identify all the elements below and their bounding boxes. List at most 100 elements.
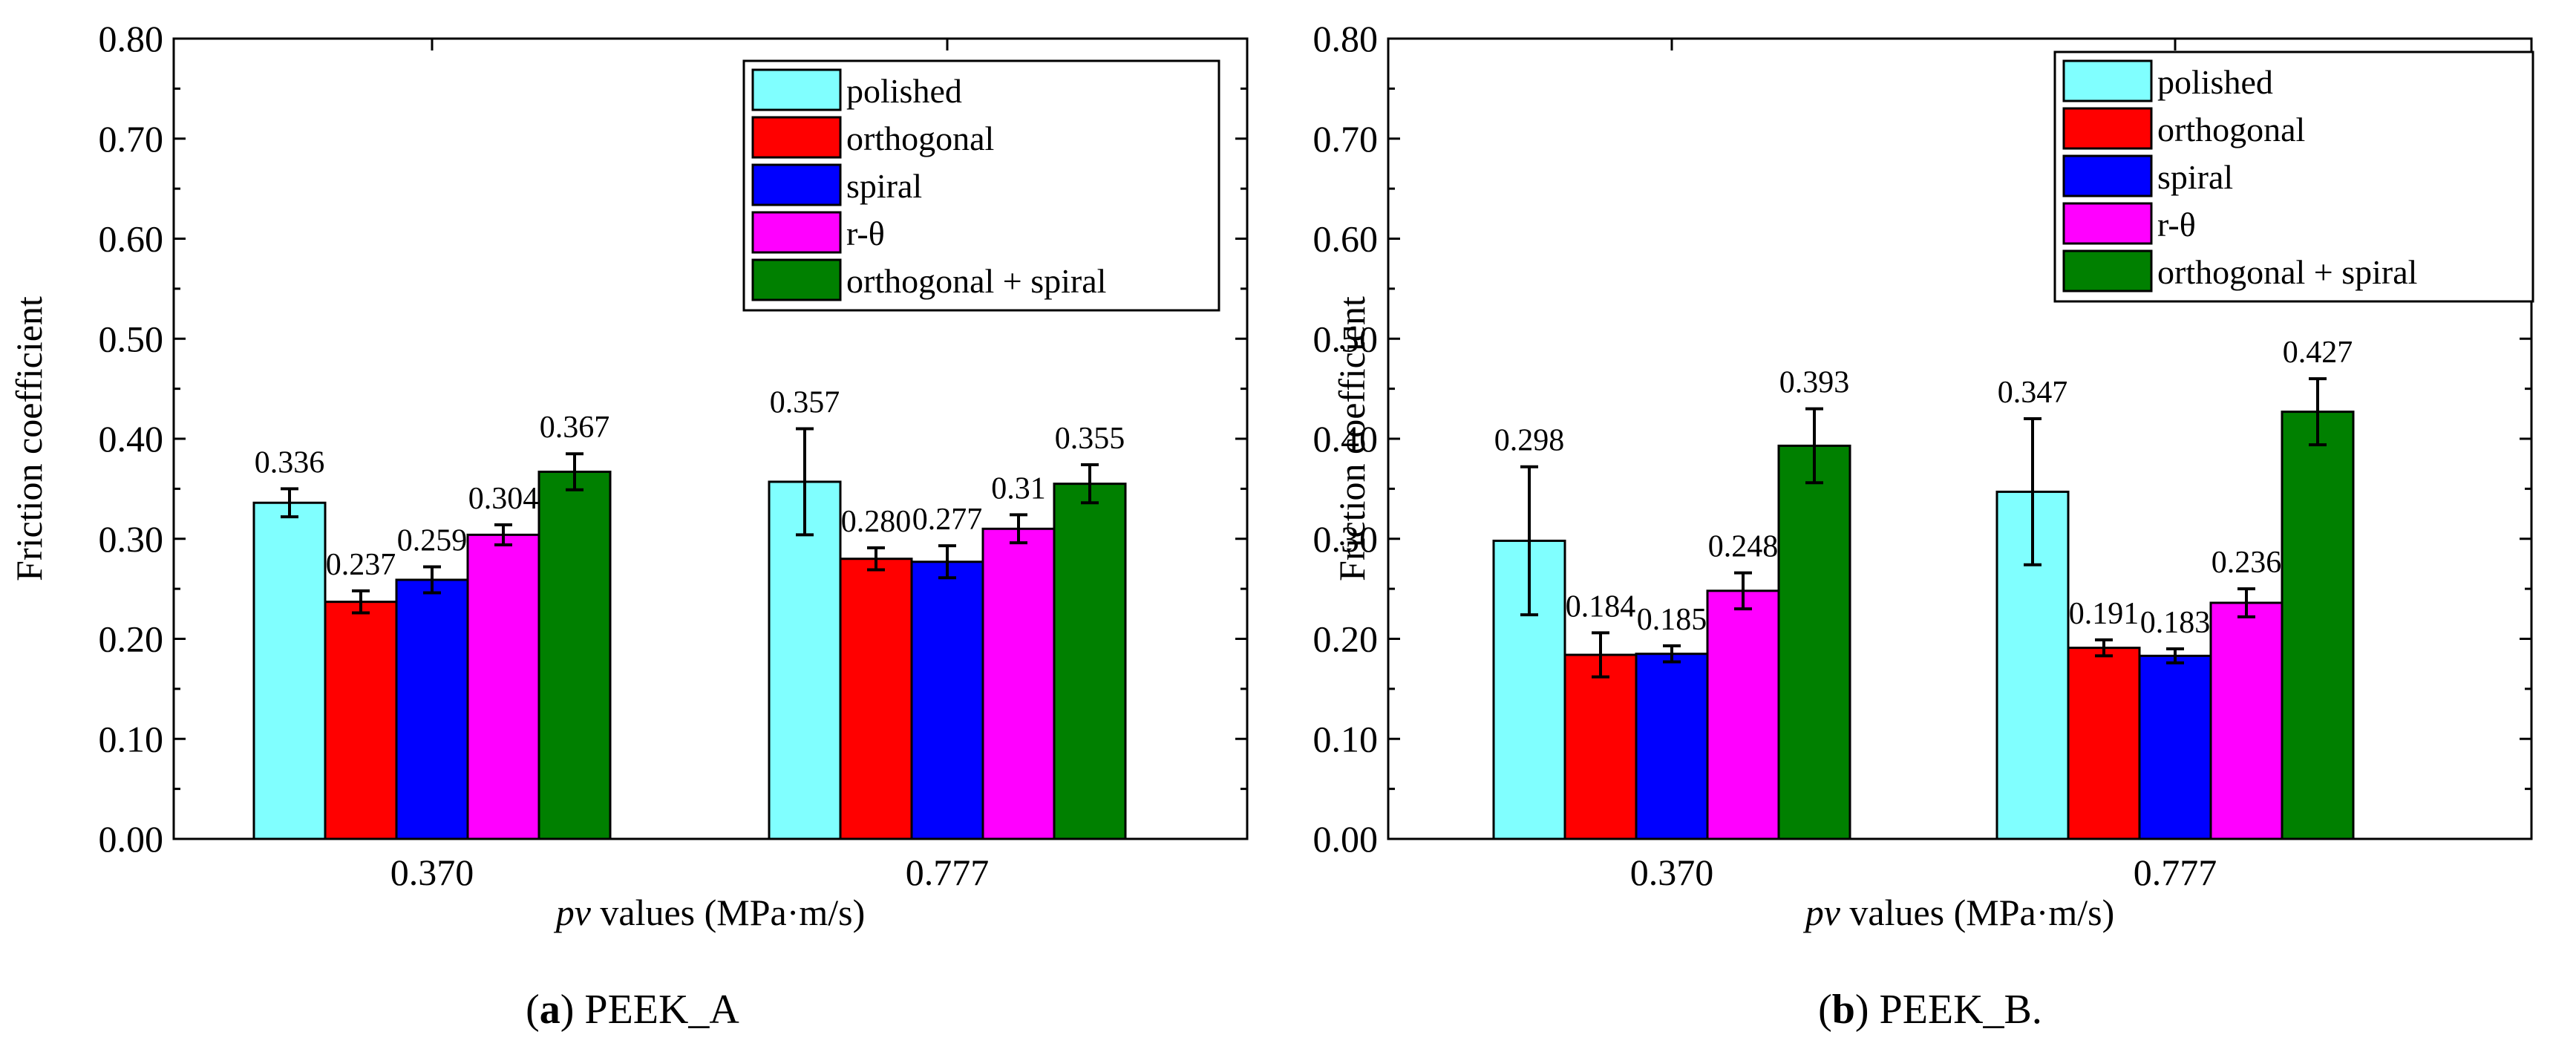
panel-label-open: (	[526, 987, 540, 1033]
data-label: 0.237	[326, 548, 396, 582]
data-label: 0.31	[991, 471, 1046, 506]
panel-label-letter: b	[1832, 987, 1855, 1033]
data-label: 0.336	[255, 445, 325, 480]
legend-entry: orthogonal + spiral	[2157, 253, 2417, 291]
legend-entry: orthogonal	[2157, 111, 2305, 148]
data-label: 0.185	[1637, 603, 1707, 637]
y-tick-label: 0.00	[1313, 818, 1379, 860]
y-tick-label: 0.80	[1313, 18, 1379, 59]
y-tick-label: 0.80	[99, 18, 164, 59]
bar	[1706, 589, 1780, 840]
y-tick-label: 0.70	[1313, 118, 1379, 160]
panel-label-close: )	[560, 987, 585, 1033]
panel-label-close: )	[1855, 987, 1880, 1033]
y-tick-label: 0.20	[99, 618, 164, 660]
y-tick-label: 0.30	[99, 518, 164, 560]
x-axis-title-rest: values (MPa·m/s)	[1840, 892, 2114, 933]
y-tick-label: 0.60	[99, 218, 164, 260]
data-label: 0.355	[1055, 422, 1125, 456]
bar	[1777, 444, 1851, 840]
bar	[981, 527, 1056, 840]
x-axis-title-rest: values (MPa·m/s)	[591, 892, 865, 933]
panel-caption-text: PEEK_B.	[1880, 987, 2042, 1033]
legend-entry: polished	[2157, 63, 2273, 101]
data-label: 0.393	[1779, 366, 1850, 400]
x-axis-title: pv values (MPa·m/s)	[554, 892, 866, 933]
x-tick-label: 0.777	[906, 852, 990, 893]
data-label: 0.259	[397, 523, 468, 558]
y-tick-label: 0.60	[1313, 218, 1379, 260]
legend-entry: polished	[846, 72, 962, 110]
bar	[1563, 653, 1638, 840]
legend-swatch	[751, 163, 842, 206]
data-label: 0.298	[1494, 424, 1565, 458]
bar	[466, 533, 540, 840]
x-tick-label: 0.370	[1630, 852, 1714, 893]
bar	[537, 470, 612, 840]
panel-caption-text: PEEK_A	[584, 987, 739, 1033]
data-label: 0.236	[2211, 546, 2282, 580]
x-axis-title-italic: pv	[554, 892, 592, 933]
data-label: 0.357	[770, 386, 840, 420]
chart-panel-b: 0.00 0.10 0.20 0.30 0.40 0.50 0.60 0.70 0.80 Fric…	[1313, 18, 2534, 1033]
y-tick-label: 0.50	[99, 318, 164, 359]
legend: polished orthogonal spiral r-θ orthogonal + …	[2053, 50, 2534, 303]
bar	[910, 561, 984, 840]
panel-label-open: (	[1818, 987, 1832, 1033]
data-label: 0.367	[540, 411, 610, 445]
legend-swatch	[2062, 154, 2153, 197]
legend-entry: orthogonal + spiral	[846, 262, 1106, 300]
bar	[1053, 483, 1127, 840]
bar	[395, 578, 469, 840]
y-tick-label: 0.40	[1313, 418, 1379, 460]
y-tick-label: 0.40	[99, 418, 164, 460]
legend-swatch	[751, 211, 842, 254]
y-tick-label: 0.20	[1313, 618, 1379, 660]
bar	[324, 601, 398, 840]
legend-swatch	[2062, 202, 2153, 245]
bar	[2281, 411, 2355, 840]
x-axis-title: pv values (MPa·m/s)	[1803, 892, 2115, 933]
x-axis-title-italic: pv	[1803, 892, 1841, 933]
y-tick-label: 0.10	[1313, 718, 1379, 759]
y-tick-label: 0.70	[99, 118, 164, 160]
x-tick-label: 0.777	[2134, 852, 2217, 893]
panel-caption: (a) PEEK_A	[526, 987, 739, 1033]
legend-swatch	[2062, 107, 2153, 150]
bar	[839, 558, 913, 840]
panel-caption: (b) PEEK_B.	[1818, 987, 2042, 1033]
y-tick-label: 0.00	[99, 818, 164, 860]
data-label: 0.277	[912, 503, 983, 537]
bar	[2138, 654, 2212, 840]
bar	[2209, 601, 2284, 840]
chart-panel-a: 0.00 0.10 0.20 0.30 0.40 0.50 0.60 0.70 0.80 Fric…	[8, 18, 1249, 1033]
legend-swatch	[751, 258, 842, 301]
bar	[2067, 647, 2141, 840]
legend-entry: r-θ	[846, 215, 885, 252]
bar	[1635, 653, 1709, 840]
data-label: 0.347	[1998, 376, 2068, 410]
bar	[252, 501, 327, 840]
legend-swatch	[751, 68, 842, 111]
legend-entry: spiral	[2157, 158, 2233, 196]
data-label: 0.280	[841, 505, 912, 539]
y-tick-label: 0.10	[99, 718, 164, 759]
legend-swatch	[751, 116, 842, 159]
panel-label-letter: a	[540, 987, 560, 1033]
legend-swatch	[2062, 249, 2153, 293]
legend-entry: r-θ	[2157, 206, 2196, 244]
y-axis-title: Friction coefficient	[8, 296, 50, 581]
legend-entry: orthogonal	[846, 120, 994, 157]
data-label: 0.184	[1566, 589, 1636, 624]
data-label: 0.191	[2069, 597, 2139, 631]
data-label: 0.427	[2283, 336, 2353, 370]
y-axis-title: Friction coefficient	[1331, 296, 1373, 581]
data-label: 0.248	[1708, 530, 1779, 564]
y-tick-label: 0.30	[1313, 518, 1379, 560]
legend: polished orthogonal spiral r-θ orthogonal + …	[742, 59, 1220, 312]
x-tick-label: 0.370	[390, 852, 474, 893]
legend-swatch	[2062, 59, 2153, 102]
y-tick-label: 0.50	[1313, 318, 1379, 359]
